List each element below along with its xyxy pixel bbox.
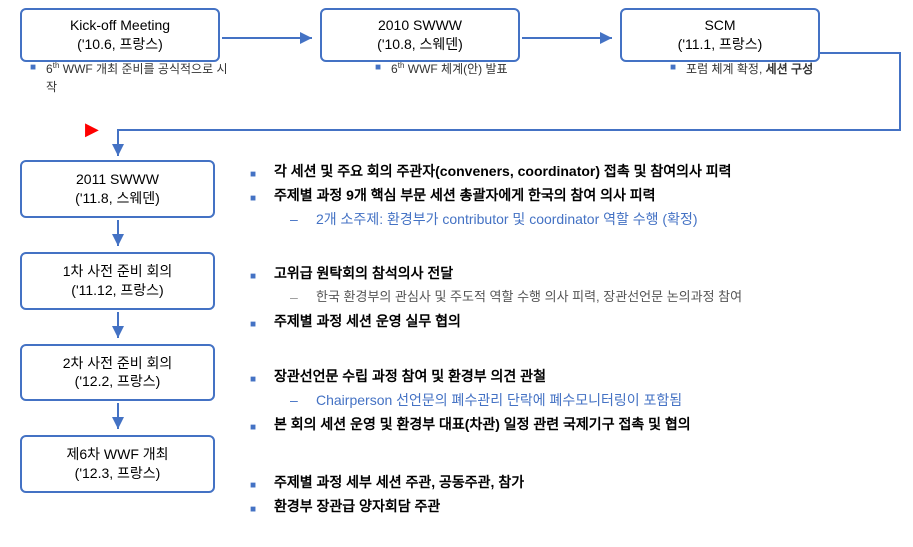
detail-prep1: ■ 고위급 원탁회의 참석의사 전달 – 한국 환경부의 관심사 및 주도적 역… (250, 262, 893, 333)
detail-row: ■ 주제별 과정 세부 세션 주관, 공동주관, 참가 (250, 471, 893, 495)
detail-sub-text: Chairperson 선언문의 폐수관리 단락에 폐수모니터링이 포함됨 (316, 389, 682, 413)
box-title: 제6차 WWF 개최 (28, 445, 207, 464)
box-scm: SCM ('11.1, 프랑스) (620, 8, 820, 62)
detail-row: ■ 주제별 과정 9개 핵심 부문 세션 총괄자에게 한국의 참여 의사 피력 (250, 184, 893, 208)
bullet-square-icon: ■ (250, 365, 262, 389)
arrow-right-1 (220, 8, 320, 48)
dash-icon: – (290, 389, 304, 413)
box-prep1: 1차 사전 준비 회의 ('11.12, 프랑스) (20, 252, 215, 310)
box-title: Kick-off Meeting (32, 16, 208, 35)
arrow-down-1 (20, 218, 215, 252)
box-sub: ('12.2, 프랑스) (28, 372, 207, 391)
bullet-square-icon: ■ (250, 160, 262, 184)
box-title: 2차 사전 준비 회의 (28, 354, 207, 373)
dash-icon: – (290, 286, 304, 310)
detail-sub-text: 한국 환경부의 관심사 및 주도적 역할 수행 의사 피력, 장관선언문 논의과… (316, 286, 742, 310)
detail-row: ■ 본 회의 세션 운영 및 환경부 대표(차관) 일정 관련 국제기구 접촉 … (250, 413, 893, 437)
dash-icon: – (290, 208, 304, 232)
bullet-square-icon: ■ (375, 60, 381, 78)
detail-sub-text: 2개 소주제: 환경부가 contributor 및 coordinator 역… (316, 208, 698, 232)
bullet-square-icon: ■ (250, 262, 262, 286)
box-sub: ('10.6, 프랑스) (32, 35, 208, 54)
detail-2011swww: ■ 각 세션 및 주요 회의 주관자(conveners, coordinato… (250, 160, 893, 231)
bullet-text: 포럼 체계 확정, 세션 구성 (686, 60, 813, 78)
detail-row: ■ 환경부 장관급 양자회담 주관 (250, 495, 893, 519)
top-bullet-1: ■ 6th WWF 개최 준비를 공식적으로 시작 (30, 60, 230, 96)
bullet-square-icon: ■ (250, 310, 262, 334)
detail-text: 장관선언문 수립 과정 참여 및 환경부 의견 관철 (274, 365, 893, 389)
arrow-right-2 (520, 8, 620, 48)
detail-text: 주제별 과정 세션 운영 실무 협의 (274, 310, 893, 334)
left-column: 2011 SWWW ('11.8, 스웨덴) 1차 사전 준비 회의 ('11.… (20, 160, 215, 493)
box-2011swww: 2011 SWWW ('11.8, 스웨덴) (20, 160, 215, 218)
bullet-square-icon: ■ (670, 60, 676, 78)
detail-text: 본 회의 세션 운영 및 환경부 대표(차관) 일정 관련 국제기구 접촉 및 … (274, 413, 893, 437)
top-bullet-2: ■ 6th WWF 체계(안) 발표 (375, 60, 575, 78)
top-bullet-3: ■ 포럼 체계 확정, 세션 구성 (670, 60, 880, 78)
detail-text: 주제별 과정 세부 세션 주관, 공동주관, 참가 (274, 471, 893, 495)
detail-text: 고위급 원탁회의 참석의사 전달 (274, 262, 893, 286)
box-wwf6: 제6차 WWF 개최 ('12.3, 프랑스) (20, 435, 215, 493)
detail-prep2: ■ 장관선언문 수립 과정 참여 및 환경부 의견 관철 – Chairpers… (250, 365, 893, 436)
box-title: 2011 SWWW (28, 170, 207, 189)
bullet-square-icon: ■ (250, 184, 262, 208)
box-prep2: 2차 사전 준비 회의 ('12.2, 프랑스) (20, 344, 215, 402)
bullet-text: 6th WWF 체계(안) 발표 (391, 60, 508, 78)
detail-text: 각 세션 및 주요 회의 주관자(conveners, coordinator)… (274, 160, 893, 184)
bullet-square-icon: ■ (30, 60, 36, 96)
box-title: 1차 사전 준비 회의 (28, 262, 207, 281)
bullet-square-icon: ■ (250, 495, 262, 519)
detail-sub: – Chairperson 선언문의 폐수관리 단락에 폐수모니터링이 포함됨 (250, 389, 893, 413)
detail-row: ■ 각 세션 및 주요 회의 주관자(conveners, coordinato… (250, 160, 893, 184)
box-2010swww: 2010 SWWW ('10.8, 스웨덴) (320, 8, 520, 62)
box-kickoff: Kick-off Meeting ('10.6, 프랑스) (20, 8, 220, 62)
box-sub: ('11.1, 프랑스) (632, 35, 808, 54)
detail-wwf6: ■ 주제별 과정 세부 세션 주관, 공동주관, 참가 ■ 환경부 장관급 양자… (250, 471, 893, 519)
box-title: SCM (632, 16, 808, 35)
box-sub: ('10.8, 스웨덴) (332, 35, 508, 54)
box-sub: ('11.8, 스웨덴) (28, 189, 207, 208)
detail-sub: – 한국 환경부의 관심사 및 주도적 역할 수행 의사 피력, 장관선언문 논… (250, 286, 893, 310)
red-triangle-icon: ▶ (85, 119, 99, 140)
arrow-down-3 (20, 401, 215, 435)
detail-text: 환경부 장관급 양자회담 주관 (274, 495, 893, 519)
box-sub: ('12.3, 프랑스) (28, 464, 207, 483)
detail-sub: – 2개 소주제: 환경부가 contributor 및 coordinator… (250, 208, 893, 232)
top-row: Kick-off Meeting ('10.6, 프랑스) 2010 SWWW … (20, 8, 893, 62)
detail-row: ■ 고위급 원탁회의 참석의사 전달 (250, 262, 893, 286)
box-title: 2010 SWWW (332, 16, 508, 35)
bullet-square-icon: ■ (250, 413, 262, 437)
bullet-text: 6th WWF 개최 준비를 공식적으로 시작 (46, 60, 230, 96)
bullet-square-icon: ■ (250, 471, 262, 495)
detail-row: ■ 주제별 과정 세션 운영 실무 협의 (250, 310, 893, 334)
detail-row: ■ 장관선언문 수립 과정 참여 및 환경부 의견 관철 (250, 365, 893, 389)
detail-text: 주제별 과정 9개 핵심 부문 세션 총괄자에게 한국의 참여 의사 피력 (274, 184, 893, 208)
arrow-down-2 (20, 310, 215, 344)
box-sub: ('11.12, 프랑스) (28, 281, 207, 300)
